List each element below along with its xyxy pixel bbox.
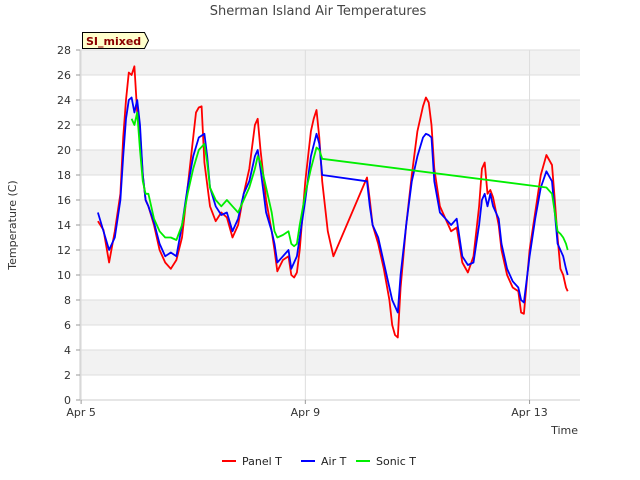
- y-tick-label: 28: [57, 44, 71, 57]
- y-tick-label: 10: [57, 269, 71, 282]
- plot-band: [80, 125, 580, 150]
- x-axis-ticks: Apr 5 Apr 9 Apr 13: [66, 400, 548, 419]
- y-tick-label: 26: [57, 69, 71, 82]
- y-tick-label: 20: [57, 144, 71, 157]
- x-tick-label: Apr 13: [511, 406, 548, 419]
- legend-label-sonic-t: Sonic T: [376, 455, 416, 468]
- y-axis-label: Temperature (C): [6, 180, 19, 270]
- legend-label-air-t: Air T: [321, 455, 347, 468]
- chart-legend: Panel T Air T Sonic T: [222, 455, 416, 468]
- x-tick-label: Apr 5: [66, 406, 96, 419]
- y-tick-label: 4: [64, 344, 71, 357]
- y-tick-label: 24: [57, 94, 71, 107]
- y-tick-label: 16: [57, 194, 71, 207]
- badge-shape: [82, 32, 150, 49]
- plot-band: [80, 325, 580, 350]
- y-tick-label: 6: [64, 319, 71, 332]
- y-tick-label: 0: [64, 394, 71, 407]
- site-badge: SI_mixed: [82, 32, 150, 49]
- y-tick-label: 2: [64, 369, 71, 382]
- y-tick-label: 12: [57, 244, 71, 257]
- plot-band: [80, 175, 580, 200]
- y-tick-label: 14: [57, 219, 71, 232]
- grid-lines: [79, 49, 580, 401]
- plot-band: [80, 300, 580, 325]
- plot-band: [80, 150, 580, 175]
- plot-band: [80, 100, 580, 125]
- series-line-air-t: [97, 96, 569, 314]
- y-tick-label: 22: [57, 119, 71, 132]
- y-tick-label: 18: [57, 169, 71, 182]
- plot-band: [80, 375, 580, 400]
- badge-label: SI_mixed: [86, 35, 141, 48]
- plot-band: [80, 50, 580, 75]
- plot-band: [80, 75, 580, 100]
- x-axis-label: Time: [550, 424, 578, 437]
- plot-band: [80, 350, 580, 375]
- x-tick-label: Apr 9: [291, 406, 321, 419]
- series-lines: [97, 65, 569, 339]
- chart-title: Sherman Island Air Temperatures: [210, 4, 427, 19]
- plot-background: [80, 50, 580, 400]
- series-line-sonic-t: [130, 111, 569, 251]
- plot-band: [80, 275, 580, 300]
- legend-label-panel-t: Panel T: [242, 455, 282, 468]
- y-tick-label: 8: [64, 294, 71, 307]
